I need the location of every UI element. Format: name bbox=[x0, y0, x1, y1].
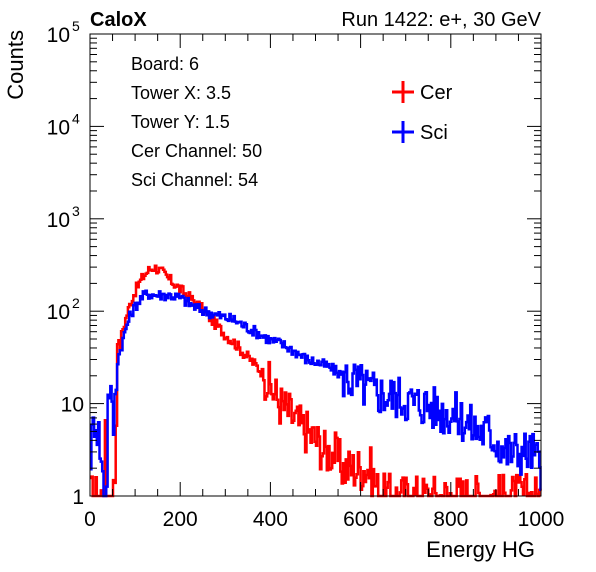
info-tower-x: Tower X: 3.5 bbox=[131, 83, 231, 103]
x-tick-label: 200 bbox=[163, 508, 198, 531]
legend-label-cer: Cer bbox=[420, 82, 453, 104]
y-axis-title: Counts bbox=[3, 30, 28, 100]
x-tick-label: 0 bbox=[84, 508, 96, 531]
legend-item-sci: Sci bbox=[392, 121, 448, 144]
y-tick-label: 1 bbox=[72, 486, 84, 509]
brand-label: CaloX bbox=[90, 9, 147, 31]
y-tick-label: 10 bbox=[47, 24, 70, 47]
x-tick-label: 400 bbox=[253, 508, 288, 531]
legend-label-sci: Sci bbox=[420, 122, 448, 144]
info-cer-channel: Cer Channel: 50 bbox=[131, 141, 262, 161]
y-tick-label: 10 bbox=[47, 301, 70, 324]
y-tick-exponent: 2 bbox=[72, 295, 80, 311]
series-cer-line bbox=[90, 264, 542, 498]
info-sci-channel: Sci Channel: 54 bbox=[131, 170, 258, 190]
y-tick-label: 10 bbox=[61, 394, 84, 417]
legend: Cer Sci bbox=[392, 81, 453, 144]
run-label: Run 1422: e+, 30 GeV bbox=[341, 9, 541, 31]
x-tick-label: 1000 bbox=[518, 508, 565, 531]
x-axis-title: Energy HG bbox=[426, 537, 535, 562]
info-board: Board: 6 bbox=[131, 54, 199, 74]
x-tick-label: 600 bbox=[343, 508, 378, 531]
y-tick-label: 10 bbox=[47, 116, 70, 139]
info-box: Board: 6 Tower X: 3.5 Tower Y: 1.5 Cer C… bbox=[131, 54, 262, 190]
legend-item-cer: Cer bbox=[392, 81, 453, 104]
x-tick-label: 800 bbox=[433, 508, 468, 531]
info-tower-y: Tower Y: 1.5 bbox=[131, 112, 230, 132]
y-tick-exponent: 4 bbox=[72, 110, 80, 126]
y-tick-exponent: 3 bbox=[72, 203, 80, 219]
y-tick-label: 10 bbox=[47, 209, 70, 232]
y-tick-exponent: 5 bbox=[72, 18, 80, 34]
series-layer bbox=[90, 264, 542, 498]
series-sci-line bbox=[90, 289, 542, 498]
